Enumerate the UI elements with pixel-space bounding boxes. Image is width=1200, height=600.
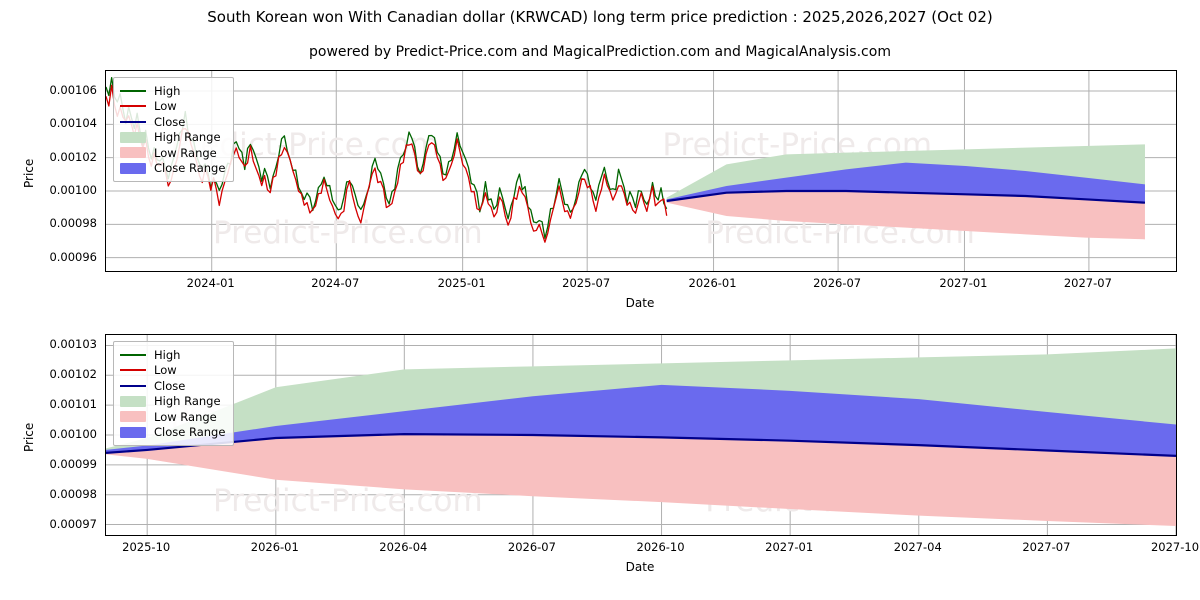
legend-item-label: Close Range bbox=[154, 161, 226, 176]
y-tick-label: 0.00100 bbox=[49, 427, 97, 441]
legend-item-label: Low Range bbox=[154, 145, 217, 160]
legend-swatch-patch-icon bbox=[120, 395, 146, 407]
legend-item[interactable]: High bbox=[120, 83, 225, 99]
x-tick-label: 2026-07 bbox=[813, 276, 862, 290]
y-tick-label: 0.00100 bbox=[49, 183, 97, 197]
x-tick-label: 2027-07 bbox=[1063, 276, 1112, 290]
legend-swatch-patch-icon bbox=[120, 426, 146, 438]
legend-item-label: Close bbox=[154, 378, 186, 393]
y-tick-label: 0.00098 bbox=[49, 486, 97, 501]
legend-swatch-line-icon bbox=[120, 365, 146, 376]
y-tick-label: 0.00102 bbox=[49, 367, 97, 382]
y-axis-label: Price bbox=[22, 422, 36, 452]
top-plot-area: Predict-Price.com Predict-Price.com Predic… bbox=[105, 70, 1177, 272]
y-tick-label: 0.00101 bbox=[49, 397, 97, 412]
x-tick-label: 2025-01 bbox=[437, 276, 486, 290]
legend-item[interactable]: Close bbox=[120, 378, 225, 394]
legend-item-label: Low bbox=[154, 99, 177, 114]
legend-swatch-line-icon bbox=[120, 116, 146, 127]
legend-item[interactable]: Close Range bbox=[120, 425, 225, 441]
x-tick-label: 2027-04 bbox=[893, 540, 942, 554]
legend-item-label: Close Range bbox=[154, 425, 226, 440]
legend-item[interactable]: Close Range bbox=[120, 161, 225, 177]
legend-item[interactable]: High Range bbox=[120, 130, 225, 146]
legend-item-label: High Range bbox=[154, 394, 221, 409]
legend-swatch-patch-icon bbox=[120, 162, 146, 174]
page-title: South Korean won With Canadian dollar (K… bbox=[207, 8, 993, 26]
bottom-chart-panel: Predict-Price.comPredict-Price.comPredic… bbox=[105, 334, 1177, 536]
y-tick-label: 0.00097 bbox=[49, 516, 97, 531]
legend-swatch-patch-icon bbox=[120, 147, 146, 159]
y-tick-label: 0.00102 bbox=[49, 149, 97, 164]
y-axis-label: Price bbox=[22, 158, 36, 188]
legend-item-label: Low bbox=[154, 363, 177, 378]
x-tick-label: 2026-01 bbox=[688, 276, 737, 290]
bottom-plot-area: Predict-Price.comPredict-Price.comPredic… bbox=[105, 334, 1177, 536]
x-tick-label: 2027-07 bbox=[1022, 540, 1071, 554]
chart-legend: High Low Close High Range Low Range Close Ran… bbox=[113, 341, 235, 446]
legend-swatch-line-icon bbox=[120, 380, 146, 391]
legend-swatch-line-icon bbox=[120, 349, 146, 360]
top-chart-panel: Predict-Price.com Predict-Price.com Predic… bbox=[105, 70, 1177, 272]
x-tick-label: 2026-04 bbox=[379, 540, 428, 554]
legend-item[interactable]: Low bbox=[120, 99, 225, 115]
legend-item-label: High Range bbox=[154, 130, 221, 145]
x-tick-label: 2024-01 bbox=[186, 276, 235, 290]
top-chart-svg: Predict-Price.com Predict-Price.comPredic… bbox=[106, 71, 1176, 271]
x-tick-label: 2025-07 bbox=[562, 276, 611, 290]
y-tick-label: 0.00103 bbox=[49, 337, 97, 352]
x-tick-label: 2026-10 bbox=[636, 540, 685, 554]
legend-item-label: High bbox=[154, 83, 181, 98]
svg-text:Predict-Price.com: Predict-Price.com bbox=[213, 215, 483, 251]
y-tick-label: 0.00106 bbox=[49, 83, 97, 97]
x-tick-label: 2026-01 bbox=[250, 540, 299, 554]
x-axis-label: Date bbox=[625, 560, 655, 574]
legend-item-label: High bbox=[154, 347, 181, 362]
legend-item-label: Low Range bbox=[154, 409, 217, 424]
y-tick-label: 0.00099 bbox=[49, 456, 97, 471]
legend-item[interactable]: Low bbox=[120, 363, 225, 379]
legend-swatch-line-icon bbox=[120, 85, 146, 96]
legend-swatch-line-icon bbox=[120, 101, 146, 112]
legend-item[interactable]: Low Range bbox=[120, 145, 225, 161]
x-tick-label: 2027-01 bbox=[939, 276, 988, 290]
chart-legend: High Low Close High Range Low Range Close Ran… bbox=[113, 77, 235, 182]
legend-item[interactable]: Close bbox=[120, 114, 225, 130]
legend-item[interactable]: Low Range bbox=[120, 409, 225, 425]
y-tick-label: 0.00096 bbox=[49, 249, 97, 264]
x-tick-label: 2024-07 bbox=[311, 276, 360, 290]
legend-item-label: Close bbox=[154, 114, 186, 129]
legend-item[interactable]: High Range bbox=[120, 394, 225, 410]
y-tick-label: 0.00104 bbox=[49, 116, 97, 131]
legend-swatch-patch-icon bbox=[120, 131, 146, 143]
x-tick-label: 2027-01 bbox=[765, 540, 814, 554]
bottom-chart-svg: Predict-Price.comPredict-Price.comPredic… bbox=[106, 335, 1176, 535]
x-tick-label: 2025-10 bbox=[122, 540, 171, 554]
legend-item[interactable]: High bbox=[120, 347, 225, 363]
x-tick-label: 2027-10 bbox=[1150, 540, 1200, 554]
y-tick-label: 0.00098 bbox=[49, 216, 97, 231]
legend-swatch-patch-icon bbox=[120, 411, 146, 423]
page-subtitle: powered by Predict-Price.com and Magical… bbox=[309, 44, 891, 60]
x-axis-label: Date bbox=[625, 296, 655, 310]
x-tick-label: 2026-07 bbox=[507, 540, 556, 554]
